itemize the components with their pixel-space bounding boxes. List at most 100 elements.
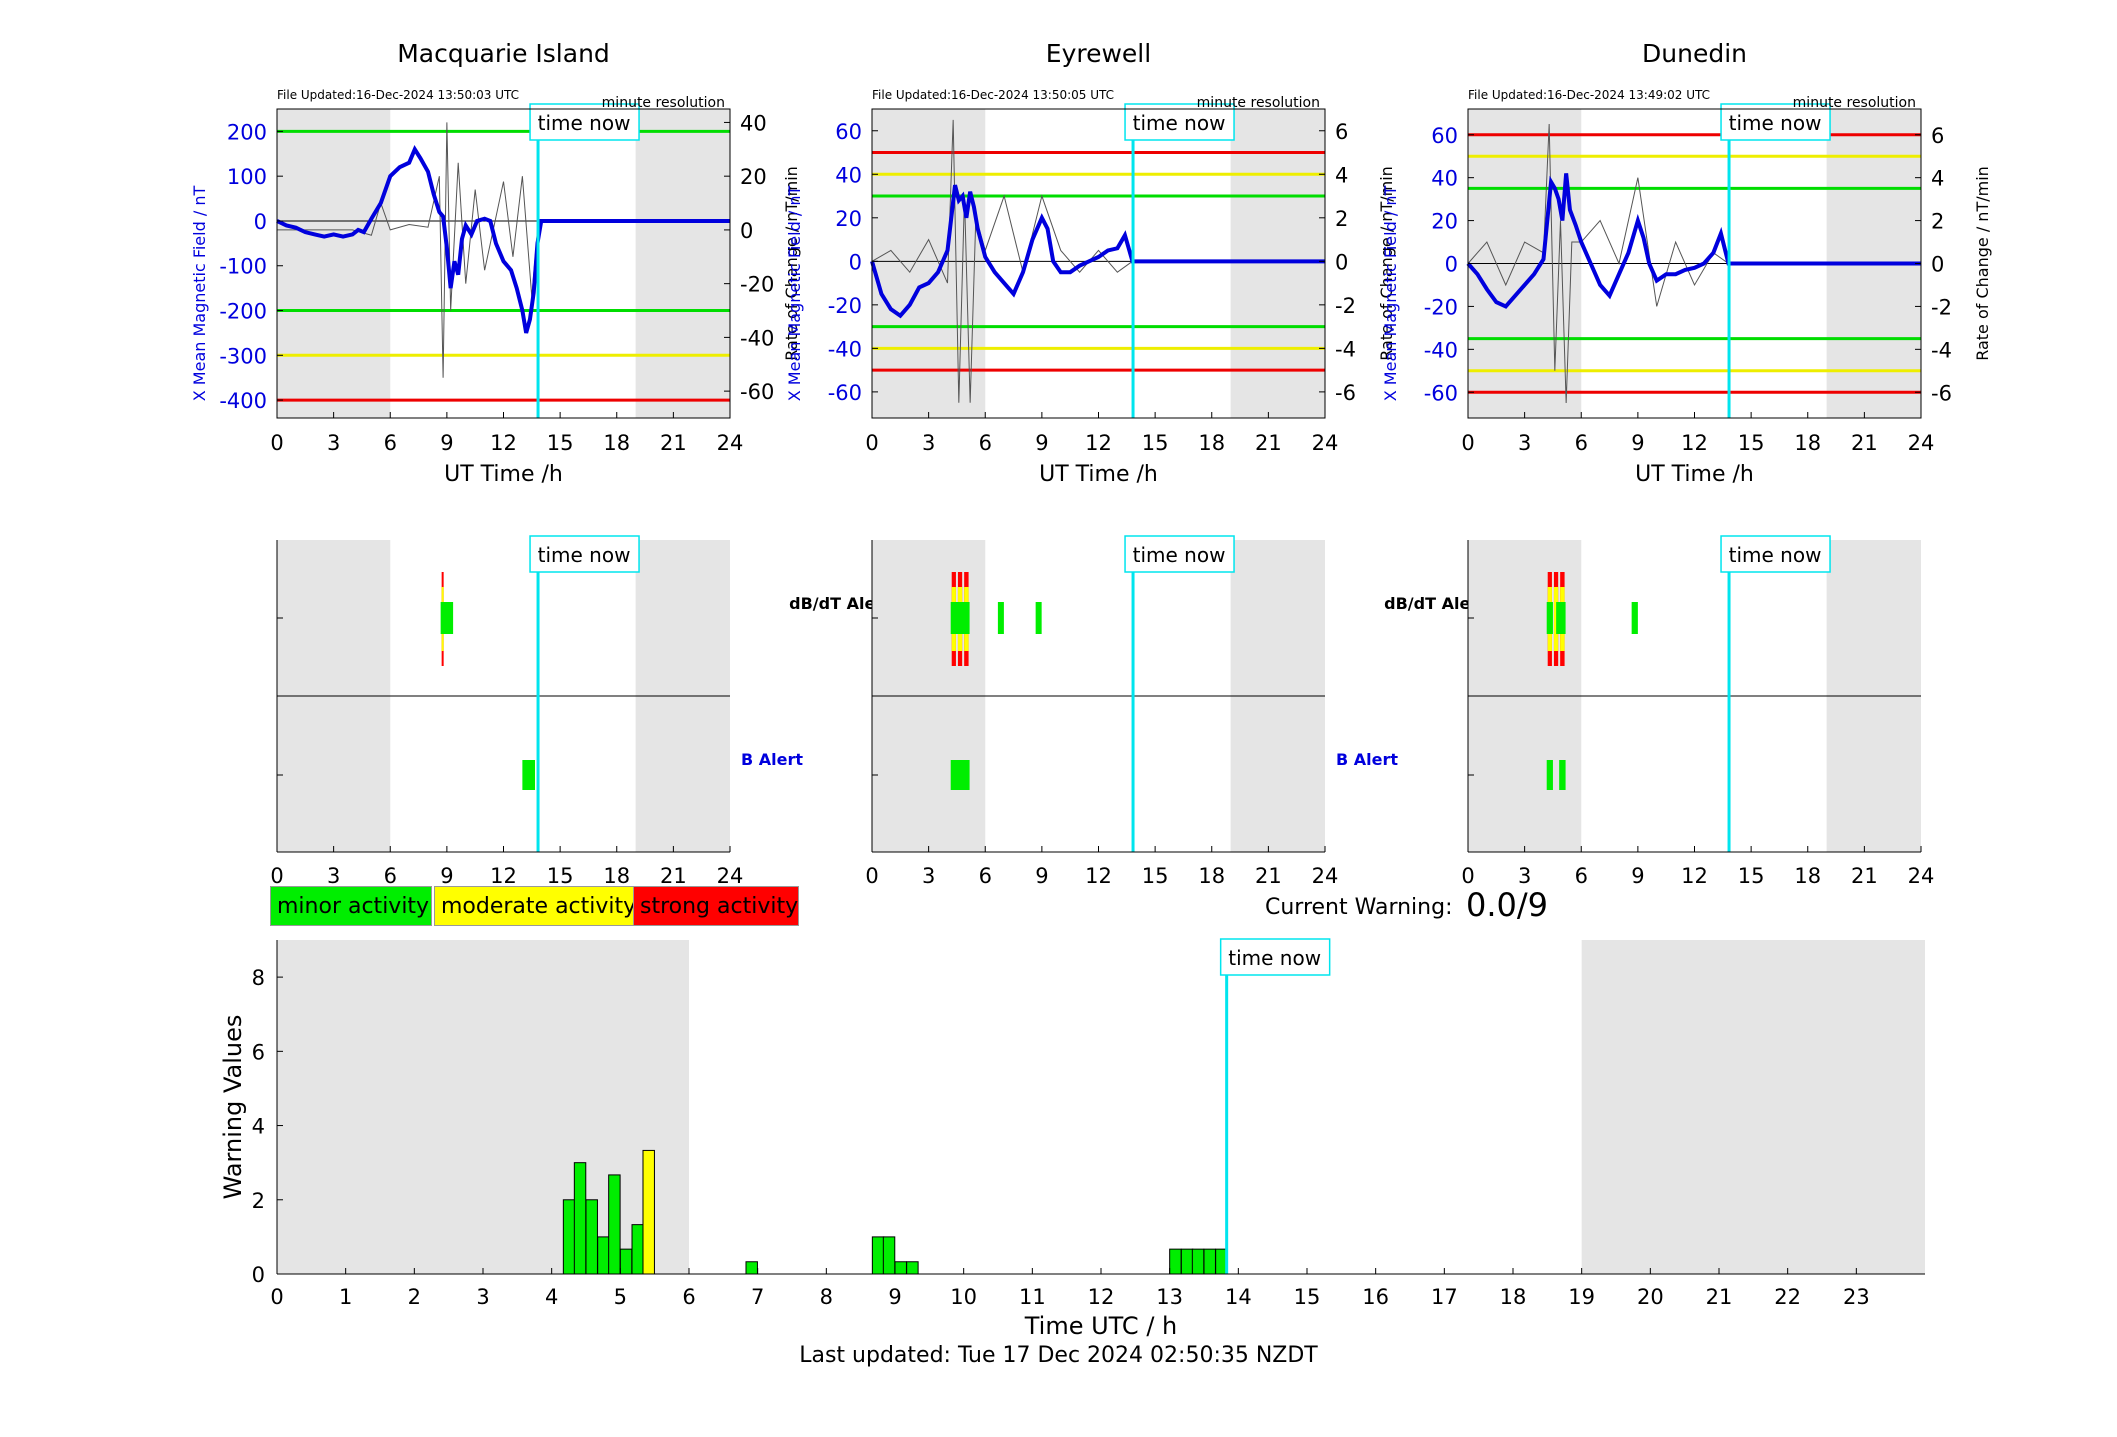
x-tick-label: 12 [490,864,517,888]
x-tick-label: 6 [384,864,397,888]
dbdt-alert-label: dB/dT Alert [1384,594,1486,613]
y-tick-label: -200 [219,300,267,324]
rate-tick-label: -40 [740,326,774,350]
x-tick-label: 18 [1198,431,1225,455]
x-tick-label: 6 [1575,864,1588,888]
x-tick-label: 6 [682,1285,695,1309]
time-now-box [1720,535,1831,573]
x-tick-label: 12 [490,431,517,455]
y-axis-label-right: Rate of Change / nT/min [782,166,801,361]
x-tick-label: 18 [603,431,630,455]
rate-tick-label: -4 [1931,338,1952,362]
x-tick-label: 21 [1706,1285,1733,1309]
rate-tick-label: -20 [740,273,774,297]
dbdt-alert-minor [1556,602,1566,634]
x-tick-label: 8 [820,1285,833,1309]
x-tick-label: 0 [1461,431,1474,455]
x-tick-label: 6 [979,431,992,455]
x-axis-label: UT Time /h [1039,462,1158,487]
x-tick-label: 3 [922,431,935,455]
x-tick-label: 3 [327,431,340,455]
rate-tick-label: -2 [1931,295,1952,319]
y-tick-label: 20 [1431,210,1458,234]
x-tick-label: 21 [1255,431,1282,455]
night-shade [277,109,391,418]
y-tick-label: -20 [828,294,862,318]
x-tick-label: 18 [1500,1285,1527,1309]
y-tick-label: -60 [828,381,862,405]
magnetic-field-line [276,144,730,334]
dbdt-alert-minor [1035,602,1042,634]
x-tick-label: 24 [1908,431,1935,455]
file-updated-text: File Updated:16-Dec-2024 13:50:03 UTC [277,88,519,102]
x-tick-label: 7 [751,1285,764,1309]
warning-bar [906,1261,919,1275]
x-tick-label: 21 [1851,431,1878,455]
warning-bar [631,1224,644,1275]
rate-tick-label: 0 [740,219,753,243]
warning-bar [1180,1248,1194,1275]
y-tick-label: 20 [835,207,862,231]
warning-bar [1169,1248,1182,1275]
x-tick-label: 12 [1681,431,1708,455]
y-axis-label-left: X Mean Magnetic Field / nT [785,186,804,402]
warning-bar [608,1174,621,1275]
x-tick-label: 6 [979,864,992,888]
dbdt-alert-label: dB/dT Alert [789,594,891,613]
x-tick-label: 15 [1738,864,1765,888]
x-axis-label: Time UTC / h [1024,1312,1178,1340]
time-now-label: time now [1133,111,1226,135]
x-tick-label: 6 [1575,431,1588,455]
time-now-label: time now [1729,543,1822,567]
time-now-label: time now [538,543,631,567]
y-tick-label: 2 [252,1189,265,1213]
legend-minor-activity: minor activity [270,886,432,926]
x-tick-label: 12 [1085,431,1112,455]
x-tick-label: 9 [1035,431,1048,455]
x-tick-label: 4 [545,1285,558,1309]
y-tick-label: 100 [227,165,267,189]
x-tick-label: 3 [922,864,935,888]
y-axis-label-right: Rate of Change / nT/min [1973,166,1992,361]
time-now-box [1720,103,1831,141]
warning-bar [619,1248,633,1275]
rate-tick-label: 2 [1931,210,1944,234]
x-tick-label: 18 [1198,864,1225,888]
x-tick-label: 12 [1088,1285,1115,1309]
dbdt-alert-minor [1631,602,1638,634]
warning-bar [573,1162,587,1275]
x-tick-label: 15 [547,431,574,455]
x-tick-label: 3 [1518,864,1531,888]
y-tick-label: 0 [252,1263,265,1287]
resolution-text: minute resolution [1793,95,1916,111]
rate-of-change-line [277,122,538,378]
y-tick-label: 60 [1431,124,1458,148]
x-tick-label: 21 [660,431,687,455]
warning-bar [745,1261,758,1275]
x-tick-label: 15 [1142,864,1169,888]
dbdt-alert-minor [440,602,454,634]
rate-tick-label: 6 [1931,124,1944,148]
rate-tick-label: -4 [1335,337,1356,361]
b-alert-label: B Alert [1336,750,1398,769]
x-tick-label: 21 [1851,864,1878,888]
y-tick-label: -100 [219,255,267,279]
x-tick-label: 9 [440,864,453,888]
b-alert-minor [1559,760,1566,790]
warning-bar [642,1149,655,1275]
x-tick-label: 15 [1142,431,1169,455]
rate-tick-label: -60 [740,380,774,404]
x-axis-label: UT Time /h [1635,462,1754,487]
x-tick-label: 18 [603,864,630,888]
rate-tick-label: 0 [1931,253,1944,277]
b-alert-minor [522,760,536,790]
dbdt-alert-minor [950,602,970,634]
x-tick-label: 9 [1631,864,1644,888]
x-tick-label: 0 [865,864,878,888]
y-tick-label: 0 [1445,253,1458,277]
b-alert-minor [1546,760,1553,790]
x-tick-label: 24 [717,864,744,888]
